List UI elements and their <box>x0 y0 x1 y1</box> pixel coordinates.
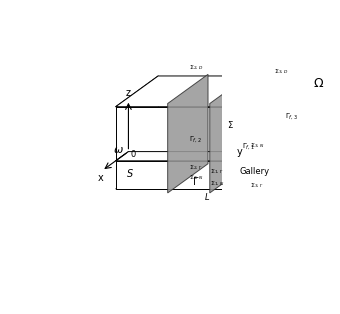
Polygon shape <box>116 76 339 107</box>
Text: $\Gamma_{f,3}$: $\Gamma_{f,3}$ <box>285 111 298 121</box>
Polygon shape <box>116 107 296 189</box>
Text: $\Sigma_{2,N}$: $\Sigma_{2,N}$ <box>189 173 203 181</box>
Text: x: x <box>98 173 103 183</box>
Text: $\omega$: $\omega$ <box>113 145 124 155</box>
Polygon shape <box>249 74 289 193</box>
Polygon shape <box>210 74 250 193</box>
Text: $\Sigma_{3,D}$: $\Sigma_{3,D}$ <box>274 68 288 76</box>
Polygon shape <box>168 74 208 193</box>
Text: $S$: $S$ <box>126 167 134 179</box>
Text: y: y <box>236 147 242 157</box>
Polygon shape <box>296 76 339 189</box>
Text: $\Sigma_{3,\Gamma}$: $\Sigma_{3,\Gamma}$ <box>250 181 263 190</box>
Text: $\Sigma$: $\Sigma$ <box>226 119 233 130</box>
Text: $\Sigma_{1,\Gamma}$: $\Sigma_{1,\Gamma}$ <box>210 167 224 176</box>
Text: $\Sigma_{1,N}$: $\Sigma_{1,N}$ <box>210 179 225 188</box>
Text: $\Gamma$: $\Gamma$ <box>192 175 200 187</box>
Text: $\Sigma_{2,\Gamma}$: $\Sigma_{2,\Gamma}$ <box>189 164 203 172</box>
Text: $\Sigma_{3,N}$: $\Sigma_{3,N}$ <box>250 142 264 150</box>
Text: z: z <box>126 88 131 98</box>
Polygon shape <box>116 161 296 189</box>
Text: $\Omega$: $\Omega$ <box>312 77 324 90</box>
Polygon shape <box>296 152 309 189</box>
Text: Gallery: Gallery <box>239 167 269 176</box>
Text: 0: 0 <box>131 150 136 159</box>
Text: $L$: $L$ <box>204 191 210 202</box>
Text: $\Gamma_{f,1}$: $\Gamma_{f,1}$ <box>242 141 255 151</box>
Text: $\Sigma_{2,D}$: $\Sigma_{2,D}$ <box>189 64 204 73</box>
Polygon shape <box>116 152 309 161</box>
Text: $\Gamma_{f,2}$: $\Gamma_{f,2}$ <box>189 134 202 144</box>
